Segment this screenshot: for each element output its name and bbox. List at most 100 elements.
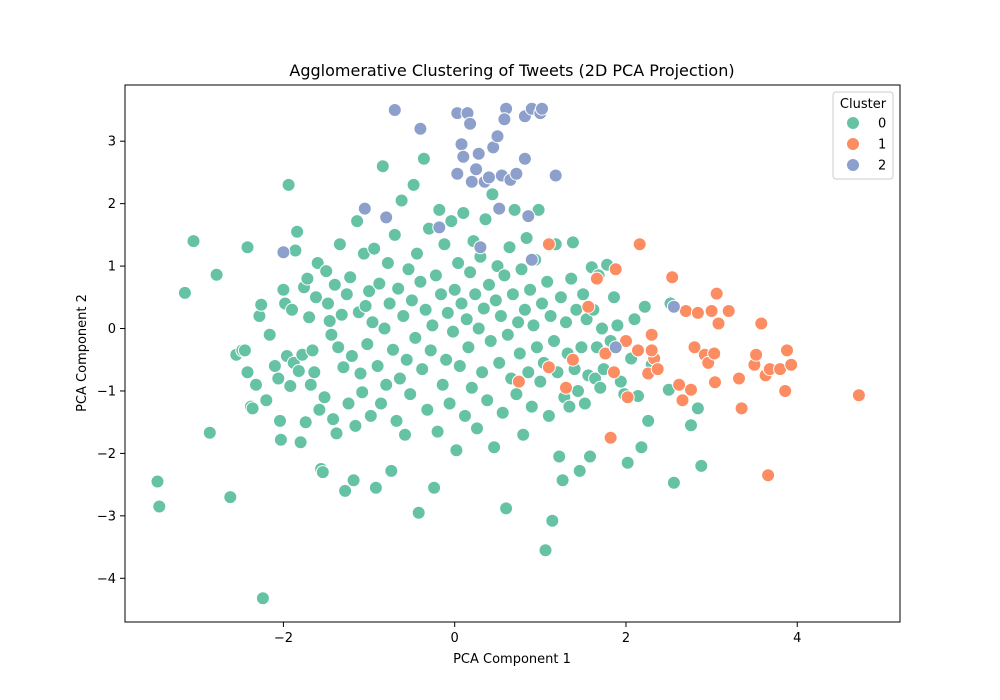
scatter-point-cluster-0 [332,237,347,252]
scatter-point-cluster-0 [476,301,491,316]
scatter-point-cluster-0 [451,256,466,270]
scatter-point-cluster-0 [343,270,358,285]
scatter-point-cluster-0 [569,302,584,317]
scatter-point-cluster-1 [711,316,726,331]
scatter-point-cluster-1 [511,374,526,389]
scatter-point-cluster-0 [641,413,656,428]
legend-label-cluster-1: 1 [878,138,886,153]
scatter-point-cluster-0 [666,475,681,490]
scatter-point-cluster-1 [665,270,680,285]
scatter-point-cluster-0 [283,379,298,393]
scatter-point-cluster-0 [245,401,260,416]
scatter-point-cluster-0 [321,296,335,311]
scatter-point-cluster-2 [387,103,402,117]
scatter-point-cluster-0 [535,296,549,311]
scatter-point-cluster-0 [375,159,390,174]
scatter-point-cluster-0 [362,284,377,299]
scatter-point-cluster-1 [631,343,645,358]
scatter-point-cluster-0 [634,440,649,455]
scatter-point-cluster-2 [413,121,428,136]
scatter-point-cluster-2 [608,340,623,355]
legend-label-cluster-2: 2 [878,159,886,174]
scatter-point-cluster-0 [505,287,520,302]
scatter-point-cluster-1 [778,384,793,398]
chart-title: Agglomerative Clustering of Tweets (2D P… [289,61,734,80]
y-tick-label: −2 [97,447,116,462]
scatter-point-cluster-0 [694,458,709,473]
scatter-point-cluster-0 [516,427,531,442]
scatter-point-cluster-0 [262,327,277,342]
scatter-point-cluster-0 [285,302,299,317]
scatter-point-cluster-1 [620,390,635,405]
scatter-point-cluster-0 [456,206,471,220]
scatter-point-cluster-0 [684,418,698,433]
scatter-point-cluster-0 [413,274,428,289]
scatter-point-cluster-0 [572,463,587,478]
legend-marker-cluster-0 [846,116,860,130]
scatter-point-cluster-0 [529,340,544,355]
scatter-point-cluster-0 [382,296,397,311]
legend-label-cluster-0: 0 [878,117,886,132]
scatter-point-cluster-0 [434,287,448,302]
scatter-point-cluster-2 [276,245,291,260]
x-axis-label: PCA Component 1 [453,652,571,667]
scatter-point-cluster-0 [391,281,406,296]
scatter-point-cluster-0 [521,365,536,380]
scatter-point-cluster-2 [517,151,532,166]
scatter-point-cluster-1 [749,347,764,362]
scatter-point-cluster-0 [482,277,496,292]
y-tick-label: 1 [108,260,116,275]
ticks-layer: −2 0 2 4 −4 −3 −2 −1 0 1 2 3 [97,135,802,646]
scatter-point-cluster-0 [186,234,201,249]
scatter-point-cluster-1 [644,343,659,358]
scatter-point-cluster-1 [687,340,702,355]
scatter-point-cluster-0 [420,402,435,417]
scatter-point-cluster-0 [541,408,556,423]
scatter-point-cluster-1 [709,286,724,301]
scatter-point-cluster-0 [380,256,395,270]
scatter-point-cluster-2 [464,174,479,189]
scatter-point-cluster-0 [331,340,346,355]
scatter-point-cluster-2 [432,220,447,235]
scatter-point-cluster-0 [336,360,351,375]
scatter-point-cluster-0 [249,377,263,392]
scatter-point-cluster-0 [545,513,560,528]
x-tick-label: 0 [451,631,459,646]
scatter-point-cluster-0 [512,346,527,361]
scatter-point-cluster-2 [379,210,394,225]
scatter-point-cluster-0 [150,474,165,489]
scatter-point-cluster-0 [379,377,394,392]
scatter-point-cluster-0 [367,241,382,256]
scatter-point-cluster-0 [425,318,440,333]
scatter-point-cluster-0 [447,282,462,297]
x-tick-label: 2 [622,631,630,646]
scatter-point-cluster-0 [552,449,567,464]
scatter-point-cluster-0 [240,240,255,255]
scatter-point-cluster-1 [761,468,776,483]
scatter-point-cluster-0 [404,293,419,308]
scatter-point-cluster-0 [519,231,534,245]
scatter-point-cluster-0 [363,408,378,423]
scatter-point-cluster-0 [595,321,609,336]
scatter-point-cluster-0 [273,413,287,428]
scatter-point-cluster-0 [475,365,490,380]
scatter-point-cluster-0 [401,262,416,277]
scatter-point-cluster-0 [353,366,368,381]
scatter-point-cluster-0 [334,307,349,322]
scatter-point-cluster-2 [471,146,486,161]
scatter-point-cluster-0 [408,330,423,345]
scatter-point-cluster-2 [482,170,496,185]
scatter-point-cluster-2 [492,201,507,216]
scatter-point-cluster-0 [300,271,315,286]
scatter-point-cluster-0 [237,343,252,358]
x-tick-label: 4 [793,631,801,646]
scatter-point-cluster-0 [432,202,447,217]
scatter-point-cluster-1 [603,430,618,445]
scatter-point-cluster-0 [290,224,305,239]
scatter-point-cluster-0 [444,214,459,229]
scatter-point-cluster-0 [437,237,452,252]
scatter-point-cluster-0 [309,290,323,305]
scatter-point-cluster-0 [389,413,404,428]
scatter-point-cluster-0 [449,443,464,458]
scatter-point-cluster-0 [524,399,539,414]
